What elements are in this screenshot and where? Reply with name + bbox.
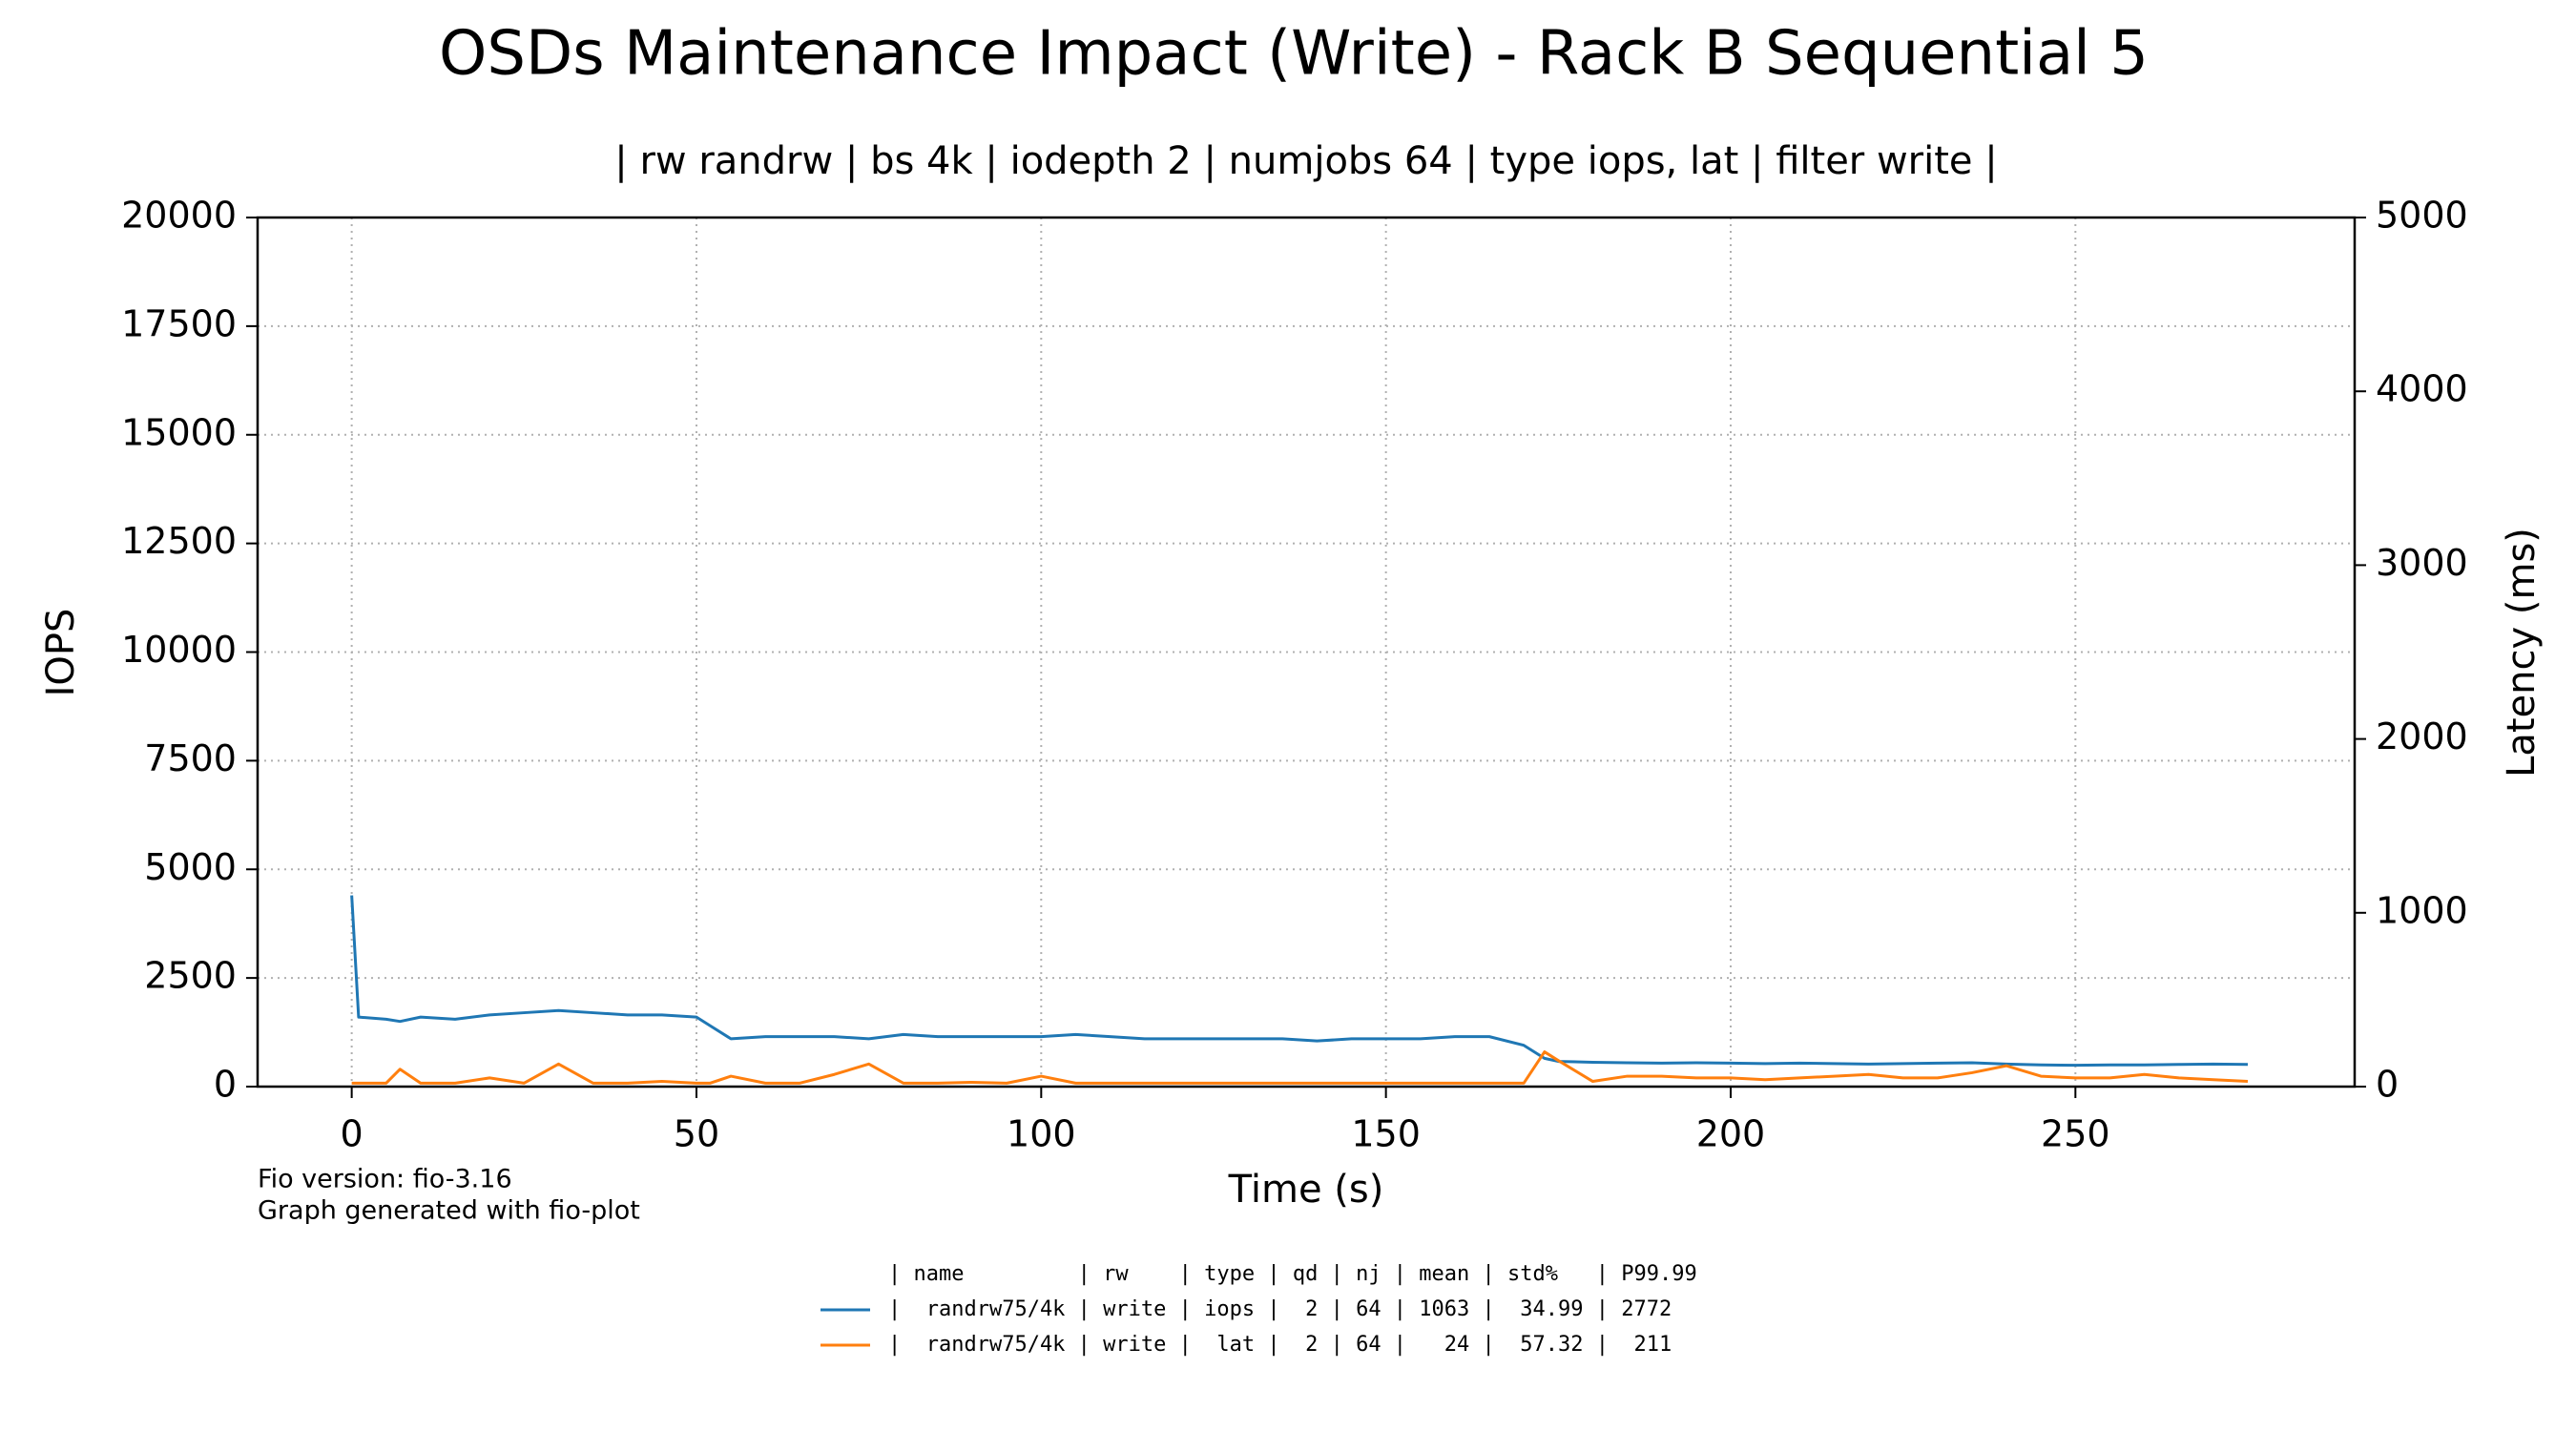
- series-line: [351, 1050, 2249, 1085]
- y-axis-label: IOPS: [39, 609, 83, 697]
- y-tick-label: 17500: [121, 302, 237, 344]
- chart-subtitle: | rw randrw | bs 4k | iodepth 2 | numjob…: [614, 139, 1997, 183]
- y-tick-label: 10000: [121, 629, 237, 671]
- y-tick-label: 20000: [121, 195, 237, 237]
- y2-tick-label: 1000: [2376, 889, 2468, 931]
- y-tick-label: 7500: [144, 737, 237, 779]
- y2-tick-label: 0: [2376, 1064, 2399, 1106]
- y2-tick-label: 2000: [2376, 716, 2468, 757]
- y-tick-label: 5000: [144, 846, 237, 888]
- footnote: Graph generated with fio-plot: [258, 1196, 640, 1226]
- y2-tick-label: 4000: [2376, 368, 2468, 410]
- legend-label: | randrw75/4k | write | lat | 2 | 64 | 2…: [888, 1333, 1672, 1357]
- y-tick-label: 12500: [121, 520, 237, 562]
- y-tick-label: 2500: [144, 955, 237, 997]
- legend-header: | name | rw | type | qd | nj | mean | st…: [888, 1262, 1697, 1286]
- legend-label: | randrw75/4k | write | iops | 2 | 64 | …: [888, 1297, 1672, 1321]
- plot-frame: [256, 216, 2357, 1089]
- x-tick-label: 150: [1351, 1113, 1421, 1155]
- x-tick-label: 100: [1007, 1113, 1076, 1155]
- y-tick-label: 0: [214, 1064, 237, 1106]
- y2-axis-label: Latency (ms): [2500, 528, 2544, 778]
- x-axis-label: Time (s): [1228, 1168, 1384, 1212]
- x-tick-label: 50: [674, 1113, 719, 1155]
- y2-tick-label: 5000: [2376, 195, 2468, 237]
- y2-tick-label: 3000: [2376, 542, 2468, 584]
- chart-title: OSDs Maintenance Impact (Write) - Rack B…: [439, 19, 2149, 90]
- x-tick-label: 250: [2041, 1113, 2110, 1155]
- series-line: [350, 895, 2249, 1068]
- x-tick-label: 200: [1696, 1113, 1766, 1155]
- y-tick-label: 15000: [121, 411, 237, 453]
- x-tick-label: 0: [341, 1113, 364, 1155]
- footnote: Fio version: fio-3.16: [258, 1165, 512, 1194]
